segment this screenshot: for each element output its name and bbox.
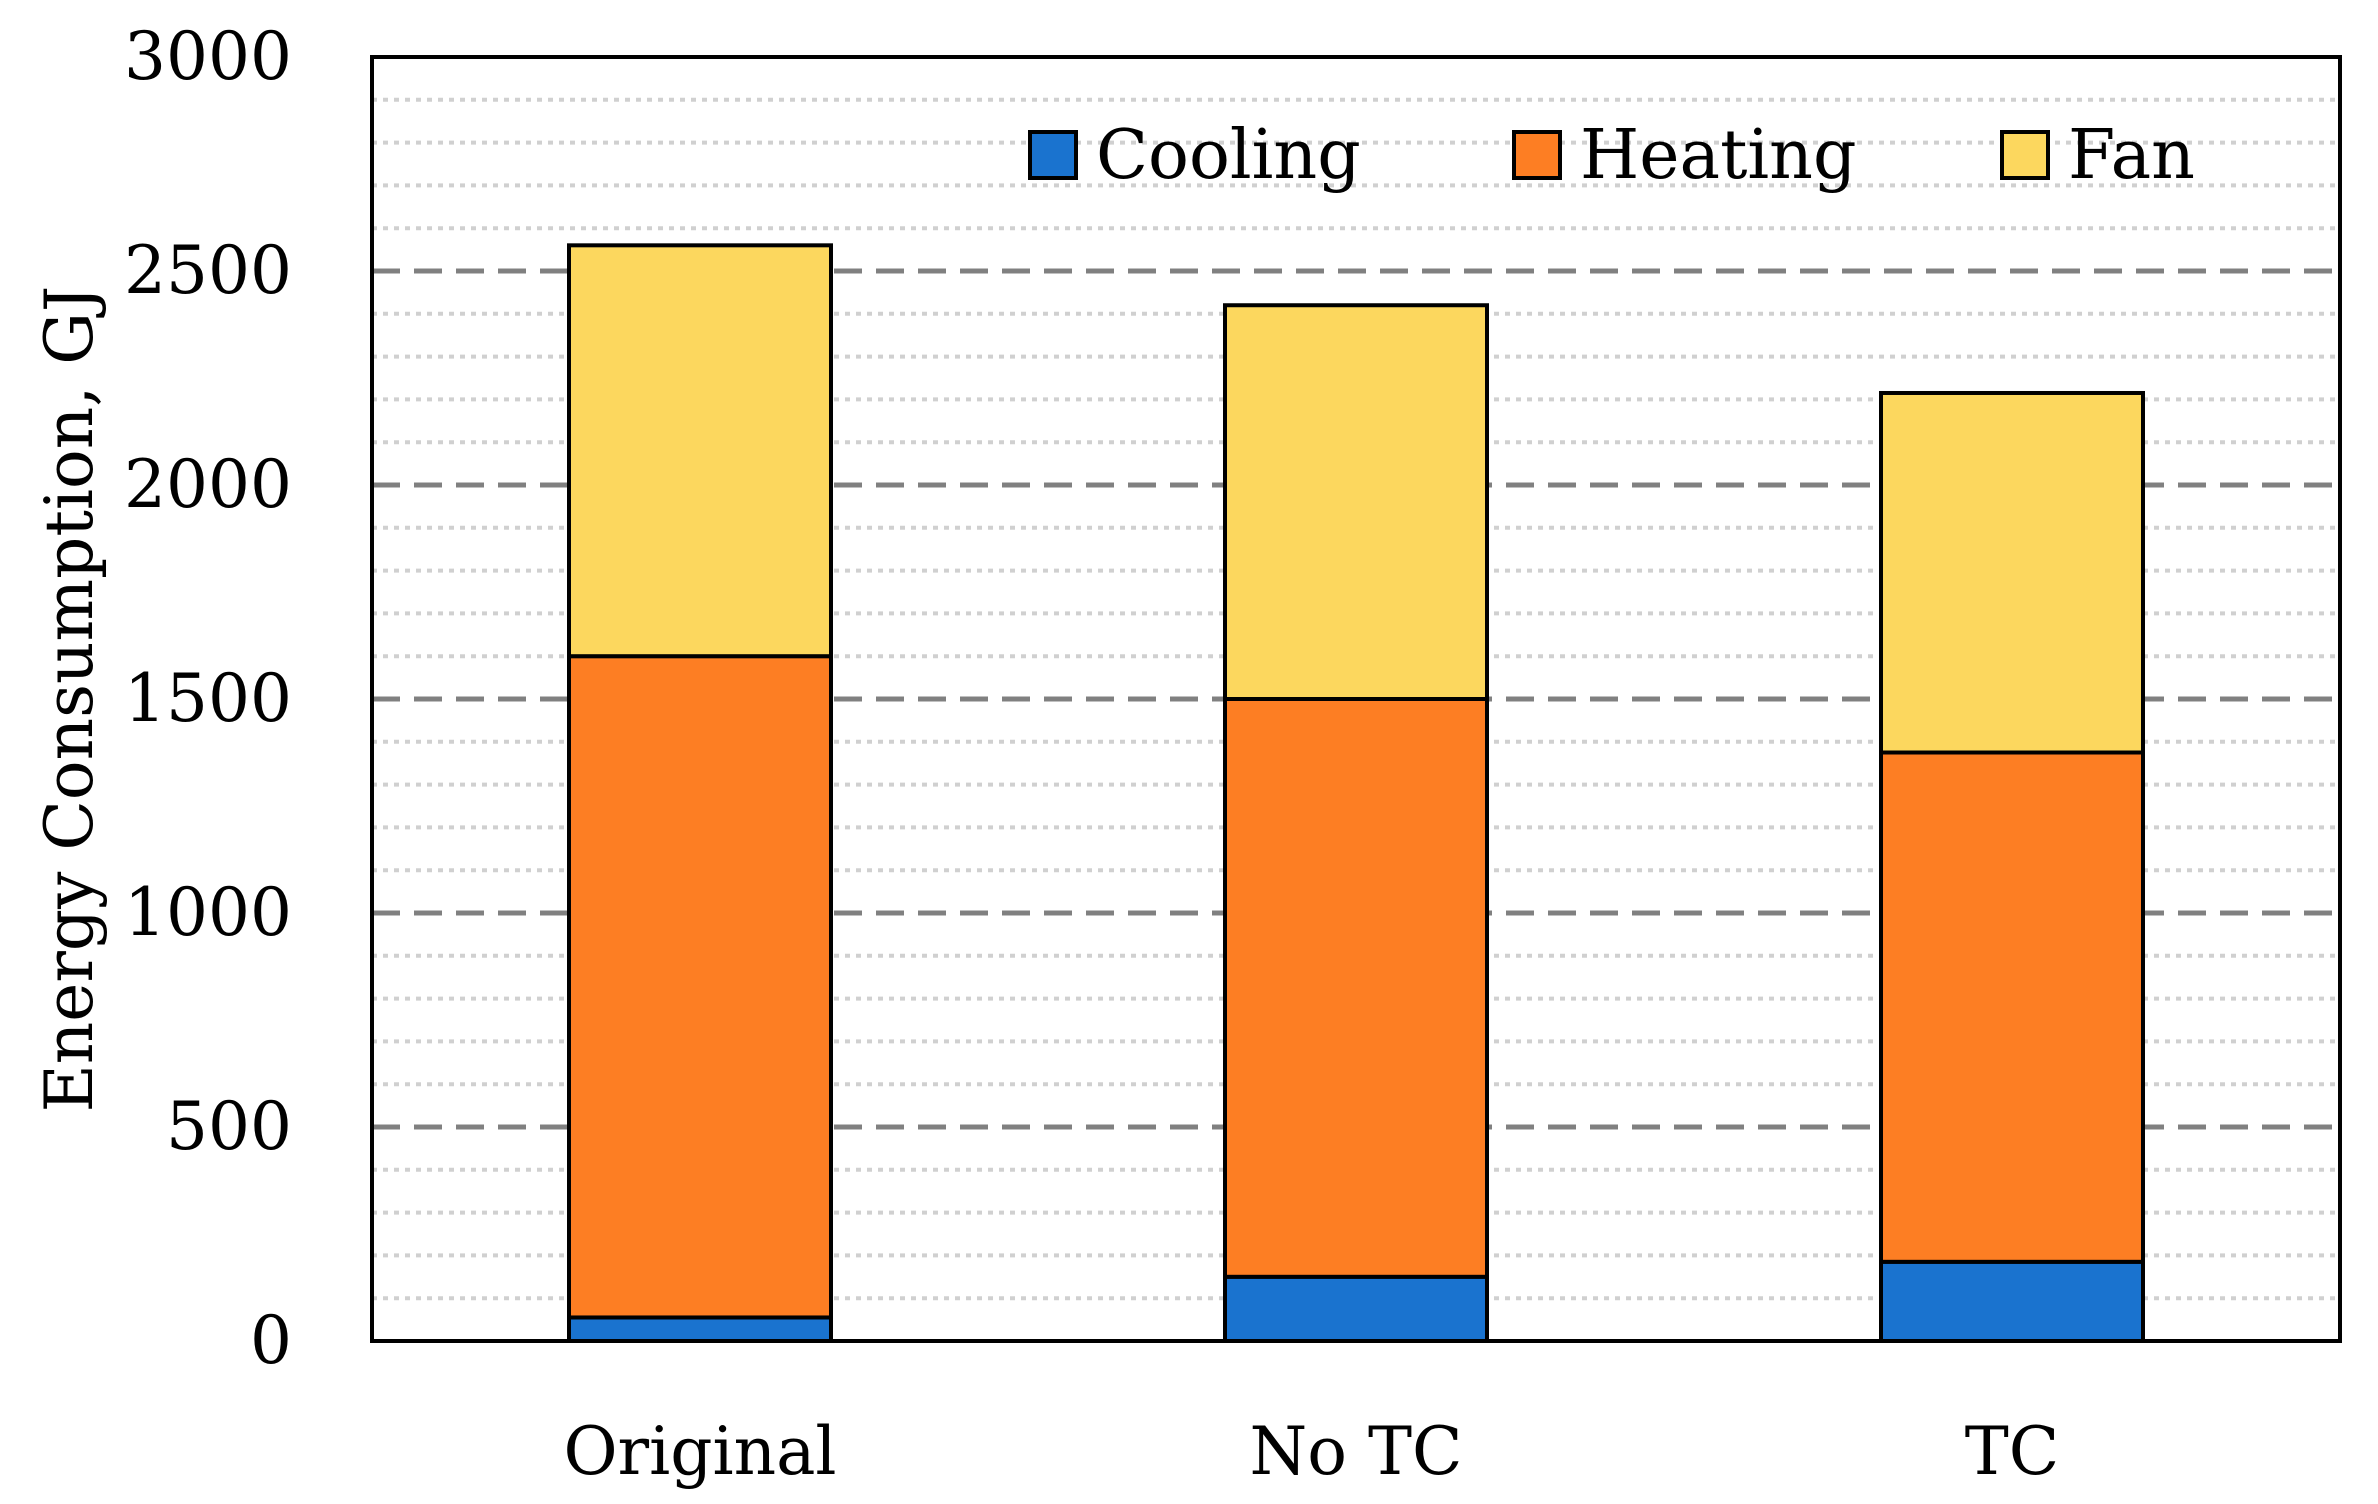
bar-segment-heating — [567, 654, 833, 1320]
bar-segment-fan — [1879, 390, 2145, 755]
y-tick-label: 500 — [166, 1088, 292, 1165]
bar-segment-cooling — [1223, 1274, 1489, 1344]
bar-segment-heating — [1879, 750, 2145, 1264]
x-category-labels: Original No TC TC — [563, 1413, 2059, 1490]
y-tick-label: 1500 — [124, 660, 292, 737]
legend: Cooling Heating Fan — [1028, 116, 2195, 195]
plot-frame — [370, 55, 2342, 1343]
legend-label: Cooling — [1096, 116, 1361, 195]
bar-segment-heating — [1223, 697, 1489, 1279]
y-tick-label: 2000 — [124, 446, 292, 523]
x-category-label: Original — [563, 1413, 836, 1490]
bar-segment-cooling — [567, 1315, 833, 1343]
bar-segment-fan — [1223, 303, 1489, 701]
legend-label: Fan — [2068, 116, 2195, 195]
legend-swatch-heating — [1512, 130, 1562, 180]
legend-swatch-fan — [2000, 130, 2050, 180]
y-axis-title: Energy Consumption, GJ — [31, 286, 108, 1113]
legend-label: Heating — [1580, 116, 1856, 195]
y-tick-label: 0 — [250, 1302, 292, 1379]
x-category-label: TC — [1965, 1413, 2060, 1490]
bar-segment-fan — [567, 243, 833, 659]
x-category-label: No TC — [1250, 1413, 1463, 1490]
y-tick-label: 3000 — [124, 18, 292, 95]
y-tick-label: 2500 — [124, 232, 292, 309]
y-tick-labels: 0 500 1000 1500 2000 2500 3000 — [124, 18, 292, 1379]
y-tick-label: 1000 — [124, 874, 292, 951]
bars — [567, 243, 2145, 1344]
legend-swatch-cooling — [1028, 130, 1078, 180]
bar-segment-cooling — [1879, 1259, 2145, 1343]
